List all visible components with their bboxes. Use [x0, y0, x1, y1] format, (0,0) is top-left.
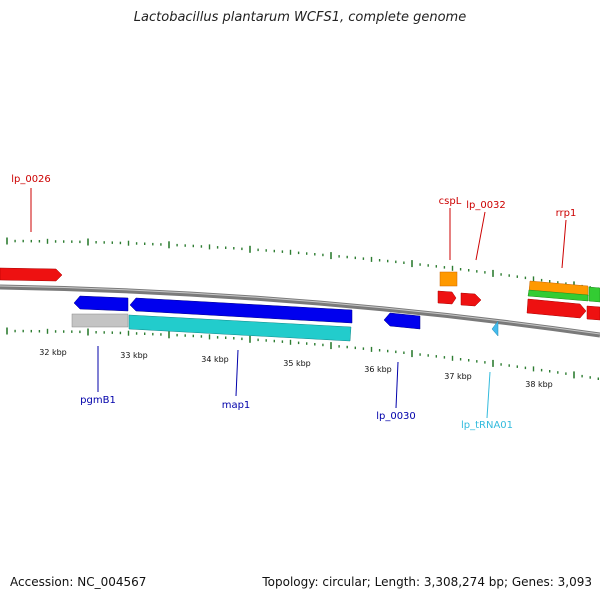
gene-lp-0032[interactable]	[460, 292, 482, 307]
scale-label-35kbp: 35 kbp	[283, 359, 311, 368]
gene-blue-1[interactable]	[73, 295, 129, 312]
scale-label-36kbp: 36 kbp	[364, 365, 392, 374]
gene-lp-0026[interactable]	[0, 267, 63, 282]
gene-red-edge[interactable]	[586, 305, 600, 321]
label-lp-0032: lp_0032	[466, 200, 506, 211]
gene-green-1[interactable]	[527, 289, 589, 302]
scale-label-38kbp: 38 kbp	[525, 380, 553, 389]
scale-label-37kbp: 37 kbp	[444, 372, 472, 381]
accession-text: Accession: NC_004567	[10, 575, 147, 589]
label-lp-0026: lp_0026	[11, 174, 51, 185]
leader-lp-0032	[475, 211, 486, 261]
gene-blue-2[interactable]	[129, 297, 353, 324]
genome-backbone-highlight	[0, 285, 600, 335]
label-pgmB1: pgmB1	[80, 395, 116, 406]
leader-rrp1	[561, 219, 567, 269]
gene-green-2[interactable]	[588, 286, 600, 303]
genome-summary-text: Topology: circular; Length: 3,308,274 bp…	[262, 575, 592, 589]
tick-row-bottom	[6, 327, 599, 380]
scale-label-34kbp: 34 kbp	[201, 355, 229, 364]
label-cspL: cspL	[439, 196, 462, 207]
leader-map1	[235, 349, 239, 397]
gene-lp-tRNA01[interactable]	[491, 320, 499, 337]
label-rrp1: rrp1	[556, 208, 577, 219]
gene-red-right[interactable]	[526, 298, 587, 319]
gene-map1[interactable]	[128, 314, 352, 342]
scale-label-32kbp: 32 kbp	[39, 348, 67, 357]
tick-row-top	[6, 237, 599, 290]
label-map1: map1	[222, 400, 251, 411]
gene-cspL[interactable]	[439, 271, 458, 287]
label-lp-tRNA01: lp_tRNA01	[461, 420, 513, 431]
gene-red-small-1[interactable]	[437, 290, 457, 305]
label-lp-0030: lp_0030	[376, 411, 416, 422]
leader-lp-0030	[395, 361, 399, 409]
leader-lp-tRNA01	[486, 371, 491, 419]
scale-label-33kbp: 33 kbp	[120, 351, 148, 360]
gene-pgmB1[interactable]	[71, 313, 129, 328]
genome-backbone	[0, 284, 600, 338]
gene-blue-3[interactable]	[383, 312, 421, 330]
map-title: Lactobacillus plantarum WCFS1, complete …	[133, 10, 467, 25]
